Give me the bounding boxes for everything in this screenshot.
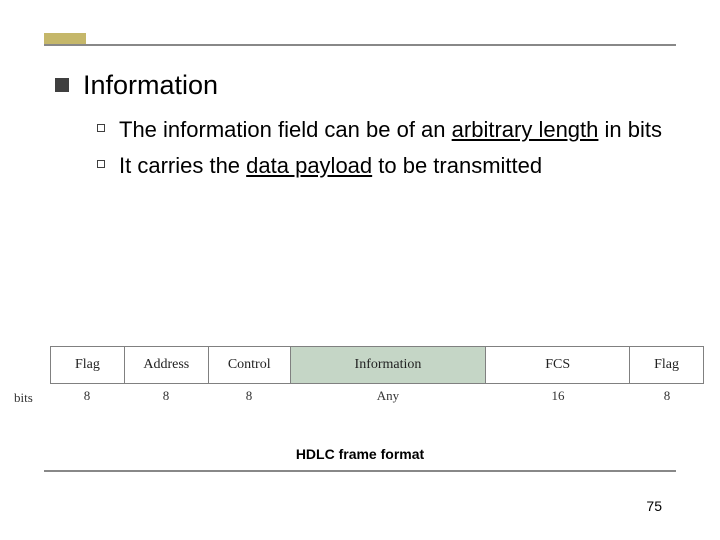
accent-bar [44, 33, 86, 44]
frame-table: FlagAddressControlInformationFCSFlag [50, 346, 704, 384]
hdlc-frame-diagram: bits FlagAddressControlInformationFCSFla… [16, 346, 708, 404]
frame-cell: Flag [50, 346, 124, 384]
bullet-item: The information field can be of an arbit… [97, 115, 675, 145]
square-bullet-icon [55, 78, 69, 92]
bits-value: 8 [208, 384, 290, 404]
bits-value: 16 [486, 384, 630, 404]
page-number: 75 [646, 498, 662, 514]
top-rule [44, 44, 676, 46]
hollow-square-bullet-icon [97, 160, 105, 168]
figure-caption: HDLC frame format [0, 446, 720, 462]
hollow-square-bullet-icon [97, 124, 105, 132]
bits-value: Any [290, 384, 486, 404]
bits-axis-label: bits [14, 390, 33, 406]
bits-value: 8 [630, 384, 704, 404]
bottom-rule [44, 470, 676, 472]
heading-text: Information [83, 70, 218, 101]
frame-cell: Address [124, 346, 208, 384]
heading-row: Information [55, 70, 675, 101]
bits-value: 8 [50, 384, 124, 404]
frame-cell: Control [208, 346, 290, 384]
bits-value: 8 [124, 384, 208, 404]
frame-cell: FCS [485, 346, 629, 384]
bullet-text: It carries the data payload to be transm… [119, 151, 542, 181]
bullet-text: The information field can be of an arbit… [119, 115, 662, 145]
bullet-item: It carries the data payload to be transm… [97, 151, 675, 181]
slide-content: Information The information field can be… [55, 70, 675, 186]
frame-cell: Information [290, 346, 486, 384]
bits-row: 888Any168 [50, 384, 704, 404]
frame-cell: Flag [629, 346, 703, 384]
